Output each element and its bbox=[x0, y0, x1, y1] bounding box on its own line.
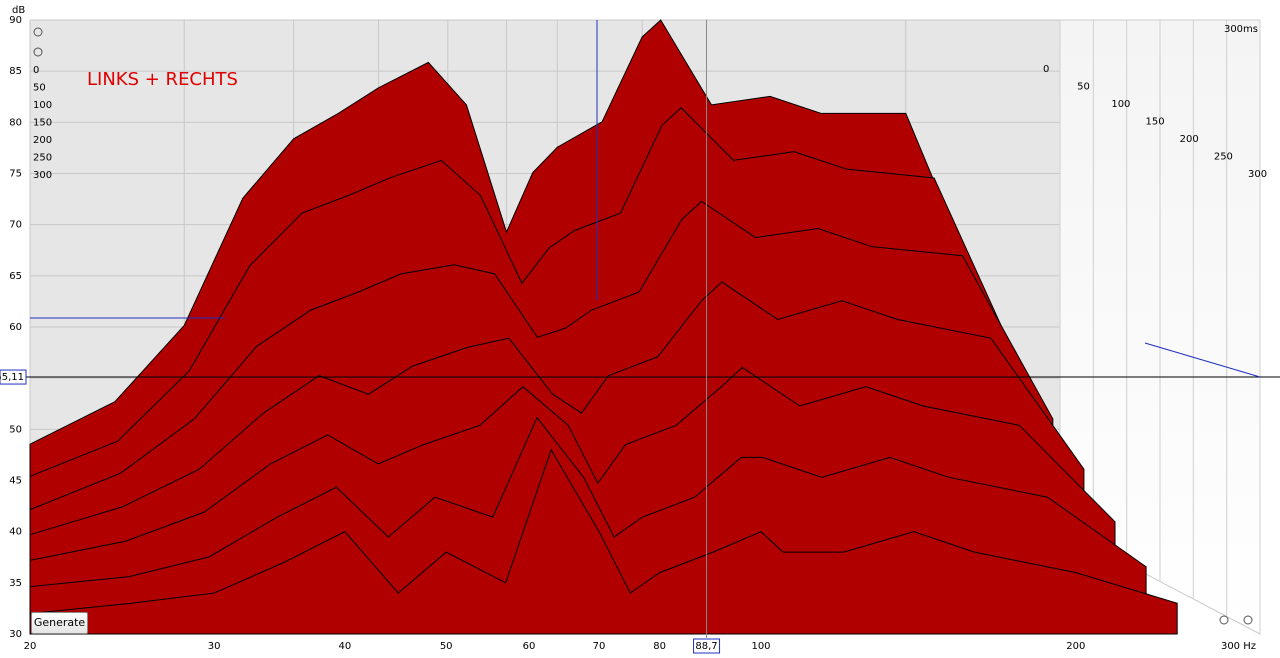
z-tick-label: 100 bbox=[33, 100, 52, 111]
y-tick-label: 30 bbox=[9, 629, 22, 640]
z-tick-label: 100 bbox=[1111, 99, 1130, 110]
generate-button[interactable]: Generate bbox=[31, 612, 88, 634]
y-tick-label: 35 bbox=[9, 578, 22, 589]
y-tick-label: 85 bbox=[9, 66, 22, 77]
cursor-line bbox=[1144, 342, 1261, 378]
x-tick-label: 60 bbox=[523, 641, 536, 652]
z-tick-label: 50 bbox=[1077, 82, 1090, 93]
x-tick-label: 70 bbox=[593, 641, 606, 652]
x-tick-label: 40 bbox=[338, 641, 351, 652]
y-tick-label: 50 bbox=[9, 424, 22, 435]
x-tick-label: 30 bbox=[208, 641, 221, 652]
waterfall-slice bbox=[29, 448, 1178, 635]
time-span-label: 300ms bbox=[1224, 24, 1258, 35]
cursor-box bbox=[0, 369, 27, 385]
x-tick-label: 300 Hz bbox=[1221, 641, 1256, 652]
y-axis-title: dB bbox=[12, 5, 25, 16]
cursor-label: 55,11 bbox=[0, 372, 24, 383]
z-tick-label: 300 bbox=[1248, 169, 1267, 180]
z-tick-label: 50 bbox=[33, 83, 46, 94]
zoom-icons[interactable] bbox=[33, 27, 1253, 625]
y-tick-label: 45 bbox=[9, 476, 22, 487]
x-tick-label: 100 bbox=[751, 641, 770, 652]
z-tick-label: 300 bbox=[33, 170, 52, 181]
cursor-label: 88,7 bbox=[695, 641, 717, 652]
z-tick-label: 200 bbox=[33, 135, 52, 146]
x-tick-label: 20 bbox=[24, 641, 37, 652]
z-tick-label: 150 bbox=[1146, 117, 1165, 128]
z-tick-label: 250 bbox=[1214, 152, 1233, 163]
z-tick-label: 0 bbox=[33, 65, 39, 76]
x-tick-label: 80 bbox=[653, 641, 666, 652]
y-tick-label: 80 bbox=[9, 117, 22, 128]
y-tick-label: 70 bbox=[9, 220, 22, 231]
x-tick-label: 50 bbox=[440, 641, 453, 652]
x-tick-label: 200 bbox=[1066, 641, 1085, 652]
y-tick-label: 65 bbox=[9, 271, 22, 282]
z-tick-label: 0 bbox=[1043, 64, 1049, 75]
z-tick-label: 250 bbox=[33, 153, 52, 164]
cursor-box bbox=[693, 638, 721, 654]
z-tick-label: 200 bbox=[1180, 134, 1199, 145]
y-tick-label: 90 bbox=[9, 15, 22, 26]
y-tick-label: 75 bbox=[9, 169, 22, 180]
chart-title: LINKS + RECHTS bbox=[87, 69, 238, 90]
y-tick-label: 40 bbox=[9, 527, 22, 538]
z-tick-label: 150 bbox=[33, 118, 52, 129]
y-tick-label: 60 bbox=[9, 322, 22, 333]
